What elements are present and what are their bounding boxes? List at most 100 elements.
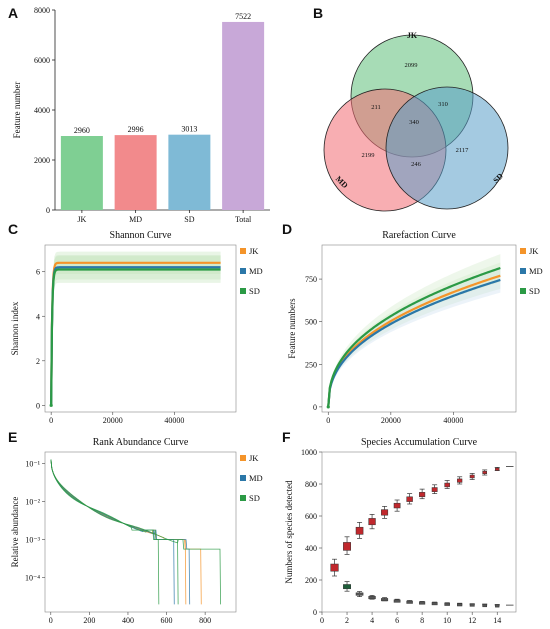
series-line-jk [50, 261, 221, 406]
rarefaction-curve-panel: Rarefaction Curve Feature numbers JK MD SD 0 2… [287, 230, 543, 425]
x-tick-label: 6 [395, 616, 399, 625]
y-tick-label: 6 [36, 268, 40, 277]
y-tick-label: 0 [313, 608, 317, 617]
bar-total [222, 21, 265, 211]
x-tick-label: 40000 [443, 416, 463, 425]
x-tick-label: MD [129, 215, 142, 224]
venn-region-jk-md: 211 [371, 104, 381, 111]
y-tick-label: 500 [305, 318, 317, 327]
accumulation-box [343, 542, 351, 551]
venn-circle-sd [385, 86, 509, 210]
legend-swatch-jk [240, 248, 246, 254]
confidence-band-jk [328, 262, 501, 407]
panel-letter-a: A [8, 5, 18, 21]
accumulation-box [330, 563, 339, 572]
legend-label: MD [249, 266, 263, 276]
y-tick-label: 0 [46, 206, 50, 215]
y-axis-label: Numbers of species detected [284, 480, 294, 584]
new-species-box [368, 596, 376, 600]
panel-letter-e: E [8, 429, 17, 445]
y-tick-label: 200 [305, 576, 317, 585]
chart-title: Rarefaction Curve [382, 230, 456, 241]
rank-curve-jk [50, 459, 187, 605]
series-line-jk [327, 274, 501, 407]
accumulation-box [355, 526, 364, 535]
accumulation-box [469, 474, 475, 479]
venn-region-md-sd: 246 [411, 161, 422, 168]
venn-region-md-only: 2199 [362, 152, 375, 159]
bar-value-label: 7522 [235, 12, 251, 21]
legend-swatch-jk [520, 248, 526, 254]
legend-label: JK [249, 246, 259, 256]
y-tick-label: 0 [36, 401, 40, 410]
x-tick-label: 0 [49, 616, 53, 625]
new-species-box [469, 603, 475, 607]
chart-title: Rank Abundance Curve [93, 437, 189, 448]
x-tick-label: 12 [468, 616, 476, 625]
new-species-box [457, 603, 463, 607]
bar-value-label: 2960 [74, 126, 90, 135]
legend-swatch-jk [240, 455, 246, 461]
y-axis-label: Feature numbers [287, 298, 297, 359]
bar-value-label: 2996 [128, 125, 144, 134]
rank-curve-sd [50, 459, 179, 605]
y-tick-label: 10⁻² [25, 498, 40, 507]
legend-label: SD [249, 493, 260, 503]
panel-letter-f: F [282, 429, 291, 445]
legend-swatch-md [520, 268, 526, 274]
chart-title: Species Accumulation Curve [361, 437, 478, 448]
series-line-md [50, 266, 221, 406]
panel-letter-c: C [8, 221, 18, 237]
origin-point [49, 403, 53, 407]
bar-value-label: 3013 [181, 125, 197, 134]
rank-curve-jk [50, 459, 202, 605]
y-tick-label: 8000 [34, 6, 50, 15]
y-tick-label: 2 [36, 357, 40, 366]
legend-swatch-md [240, 268, 246, 274]
new-species-box [393, 599, 401, 603]
legend-swatch-sd [520, 288, 526, 294]
rank-curve-sd [50, 459, 160, 605]
venn-region-sd-only: 2117 [456, 147, 470, 154]
x-tick-label: 600 [161, 616, 173, 625]
plot-frame [321, 244, 517, 413]
x-tick-label: 800 [199, 616, 211, 625]
accumulation-box [495, 467, 500, 471]
plot-frame [321, 451, 517, 613]
x-tick-label: 0 [320, 616, 324, 625]
x-tick-label: 10 [443, 616, 451, 625]
new-species-box [406, 600, 413, 604]
legend-label: SD [529, 286, 540, 296]
x-tick-label: 4 [370, 616, 374, 625]
venn-region-jk-only: 2099 [405, 62, 418, 69]
x-tick-label: 200 [83, 616, 95, 625]
legend-label: SD [249, 286, 260, 296]
bar-jk [60, 136, 103, 210]
rank-curve-sd [50, 459, 221, 605]
x-tick-label: 0 [49, 416, 53, 425]
rank-abundance-panel: Rank Abundance Curve Relative abundance JK… [10, 437, 263, 625]
venn-region-jk-sd: 310 [438, 101, 448, 108]
y-tick-label: 750 [305, 275, 317, 284]
x-tick-label: 20000 [381, 416, 401, 425]
legend-label: JK [529, 246, 539, 256]
series-line-sd [50, 268, 221, 406]
x-tick-label: 400 [122, 616, 134, 625]
y-tick-label: 10⁻¹ [25, 459, 40, 468]
y-tick-label: 250 [305, 360, 317, 369]
venn-set-label: JK [407, 31, 418, 40]
panel-letter-b: B [313, 5, 323, 21]
x-tick-label: Total [235, 215, 252, 224]
bar-md [114, 135, 157, 210]
origin-point [326, 405, 330, 409]
accumulation-box [444, 482, 450, 488]
y-tick-label: 400 [305, 544, 317, 553]
new-species-box [495, 604, 500, 608]
y-tick-label: 10⁻⁴ [25, 574, 40, 583]
x-tick-label: JK [77, 215, 86, 224]
new-species-box [482, 604, 488, 608]
y-axis-label: Feature number [12, 82, 22, 139]
accumulation-box [368, 518, 376, 526]
new-species-box [381, 598, 389, 602]
